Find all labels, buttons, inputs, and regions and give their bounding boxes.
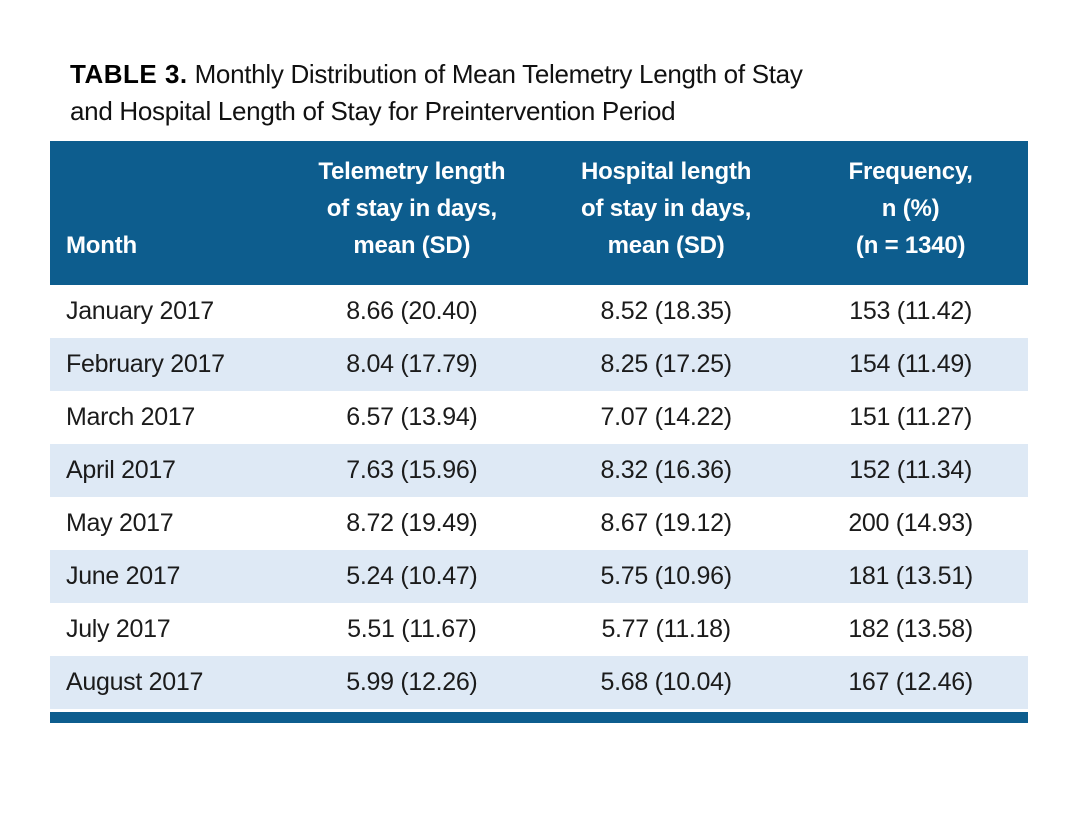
cell-month: August 2017 xyxy=(66,668,204,696)
table-row: May 2017 8.72 (19.49) 8.67 (19.12) 200 (… xyxy=(50,497,1028,550)
table-row: February 2017 8.04 (17.79) 8.25 (17.25) … xyxy=(50,338,1028,391)
cell-frequency: 181 (13.51) xyxy=(848,562,973,590)
column-header-hospital-los: Hospital length of stay in days, mean (S… xyxy=(538,141,794,285)
table-caption-line-1: TABLE 3. Monthly Distribution of Mean Te… xyxy=(70,56,803,93)
cell-hospital-los: 8.67 (19.12) xyxy=(600,509,733,537)
cell-telemetry-los: 6.57 (13.94) xyxy=(346,403,478,431)
cell-month: March 2017 xyxy=(66,403,196,431)
cell-hospital-los: 8.32 (16.36) xyxy=(600,456,733,484)
cell-hospital-los: 5.77 (11.18) xyxy=(601,615,731,643)
table-caption-text: Monthly Distribution of Mean Telemetry L… xyxy=(194,59,803,89)
cell-hospital-los: 8.25 (17.25) xyxy=(600,350,733,378)
cell-telemetry-los: 5.24 (10.47) xyxy=(346,562,478,590)
table-header: Month Telemetry length of stay in days, … xyxy=(50,141,1028,285)
cell-frequency: 151 (11.27) xyxy=(849,403,972,431)
cell-month: January 2017 xyxy=(66,297,214,325)
cell-frequency: 200 (14.93) xyxy=(848,509,973,537)
cell-month: May 2017 xyxy=(66,509,174,537)
cell-telemetry-los: 7.63 (15.96) xyxy=(346,456,478,484)
table-row: January 2017 8.66 (20.40) 8.52 (18.35) 1… xyxy=(50,285,1028,338)
cell-telemetry-los: 5.51 (11.67) xyxy=(347,615,477,643)
table-row: April 2017 7.63 (15.96) 8.32 (16.36) 152… xyxy=(50,444,1028,497)
cell-frequency: 167 (12.46) xyxy=(848,668,973,696)
cell-frequency: 182 (13.58) xyxy=(848,615,973,643)
table-header-row: Month Telemetry length of stay in days, … xyxy=(50,141,1028,285)
cell-telemetry-los: 8.04 (17.79) xyxy=(346,350,478,378)
cell-hospital-los: 5.68 (10.04) xyxy=(600,668,733,696)
cell-month: June 2017 xyxy=(66,562,181,590)
table-row: July 2017 5.51 (11.67) 5.77 (11.18) 182 … xyxy=(50,603,1028,656)
column-header-telemetry-los: Telemetry length of stay in days, mean (… xyxy=(284,141,539,285)
cell-frequency: 153 (11.42) xyxy=(849,297,972,325)
cell-hospital-los: 7.07 (14.22) xyxy=(600,403,733,431)
column-header-frequency: Frequency, n (%) (n = 1340) xyxy=(793,141,1028,285)
table-caption: TABLE 3. Monthly Distribution of Mean Te… xyxy=(70,56,803,130)
cell-hospital-los: 5.75 (10.96) xyxy=(600,562,733,590)
cell-month: February 2017 xyxy=(66,350,225,378)
table-bottom-rule xyxy=(50,712,1028,723)
cell-frequency: 152 (11.34) xyxy=(849,456,972,484)
table-caption-line-2: and Hospital Length of Stay for Preinter… xyxy=(70,96,676,126)
preintervention-los-table: Month Telemetry length of stay in days, … xyxy=(50,141,1028,709)
cell-month: July 2017 xyxy=(66,615,171,643)
cell-telemetry-los: 8.66 (20.40) xyxy=(346,297,478,325)
table-caption-label: TABLE 3. xyxy=(70,59,188,89)
cell-hospital-los: 8.52 (18.35) xyxy=(600,297,733,325)
table-row: August 2017 5.99 (12.26) 5.68 (10.04) 16… xyxy=(50,656,1028,709)
cell-frequency: 154 (11.49) xyxy=(849,350,972,378)
table-row: June 2017 5.24 (10.47) 5.75 (10.96) 181 … xyxy=(50,550,1028,603)
cell-month: April 2017 xyxy=(66,456,176,484)
column-header-month: Month xyxy=(50,141,285,285)
table-body: January 2017 8.66 (20.40) 8.52 (18.35) 1… xyxy=(50,285,1028,709)
cell-telemetry-los: 5.99 (12.26) xyxy=(346,668,478,696)
table-row: March 2017 6.57 (13.94) 7.07 (14.22) 151… xyxy=(50,391,1028,444)
cell-telemetry-los: 8.72 (19.49) xyxy=(346,509,478,537)
